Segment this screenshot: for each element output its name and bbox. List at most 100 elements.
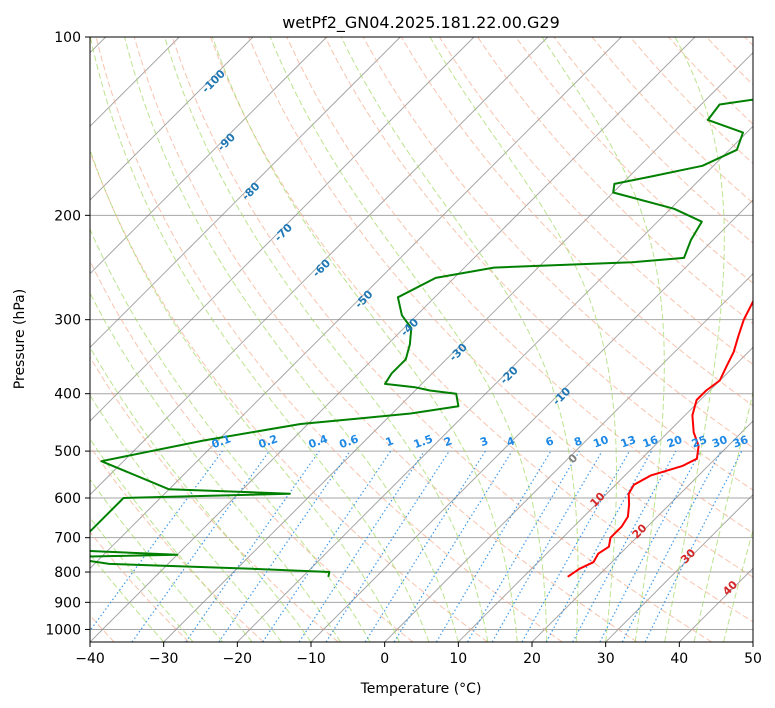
x-tick-label: 30 (597, 651, 615, 667)
moist-adiabat-line (90, 478, 223, 642)
moist-adiabat-line (340, 37, 579, 642)
x-tick-label: 50 (744, 651, 762, 667)
x-tick-label: 40 (670, 651, 688, 667)
isotherm-line (310, 199, 753, 642)
moist-adiabat-line (90, 394, 282, 642)
mixing-ratio-line (521, 450, 631, 642)
mixing-ratio-label: 8 (572, 434, 584, 449)
y-tick-label: 800 (54, 565, 81, 581)
x-tick-label: 10 (449, 651, 467, 667)
dry-adiabat-line (515, 37, 753, 284)
isotherm-line (90, 37, 401, 349)
moist-adiabat-line (429, 37, 617, 642)
mixing-ratio-line (325, 450, 450, 642)
y-tick-label: 600 (54, 491, 81, 507)
mixing-ratio-line (131, 450, 270, 642)
mixing-ratio-label: 1 (384, 434, 396, 449)
mixing-ratio-line (218, 450, 351, 642)
isotherm-line (457, 346, 753, 642)
moist-adiabat-line (90, 516, 194, 642)
dewpoint-profile-line (90, 98, 753, 578)
isotherm-line (384, 272, 753, 642)
x-tick-label: 0 (380, 651, 389, 667)
mixing-ratio-line (572, 450, 677, 642)
dry-adiabat-line (90, 150, 488, 642)
dry-adiabat-line (210, 37, 753, 623)
isotherm-line (90, 37, 622, 570)
x-axis-title: Temperature (°C) (360, 681, 482, 697)
x-tick-label: −20 (223, 651, 253, 667)
mixing-ratio-label: 10 (591, 433, 610, 451)
reference-lines (90, 37, 753, 642)
moist-adiabat-line (90, 346, 312, 642)
moist-adiabat-line (211, 37, 518, 642)
mixing-ratio-label: 20 (665, 433, 684, 451)
mixing-ratio-label: 0.4 (307, 432, 330, 451)
mixing-ratio-label: 0.1 (210, 432, 233, 451)
dry-adiabat-line (90, 259, 414, 642)
dry-adiabat-line (286, 37, 753, 534)
mixing-ratio-label: 13 (619, 433, 638, 450)
dry-adiabat-line (133, 37, 638, 642)
y-axis-title: Pressure (hPa) (12, 289, 28, 389)
mixing-ratio-label: 2 (442, 434, 454, 449)
moist-adiabat-line (124, 37, 459, 642)
y-tick-label: 100 (54, 30, 81, 46)
isotherm-line (236, 125, 753, 642)
mixing-ratio-label: 30 (710, 433, 729, 451)
isotherm-line (678, 567, 753, 642)
y-axis: 100 200 300 400 500 600 700 800 900 1000 (45, 30, 90, 638)
x-tick-label: −10 (296, 651, 326, 667)
moist-adiabat-line (90, 438, 253, 642)
dry-adiabat-line (171, 37, 712, 642)
mixing-ratio-label: 0.6 (338, 432, 361, 451)
profile-series (90, 98, 753, 578)
mixing-ratio-label: 25 (690, 433, 709, 450)
plot-frame (89, 36, 754, 643)
mixing-ratio-line (644, 450, 743, 642)
mixing-ratio-line (393, 450, 513, 642)
dry-adiabat-line (90, 445, 264, 642)
mixing-ratio-line (185, 450, 320, 642)
temperature-profile-line (567, 299, 753, 578)
mixing-ratio-line (262, 450, 392, 642)
mixing-ratio-line (298, 450, 425, 642)
y-tick-label: 300 (54, 313, 81, 329)
chart-title: wetPf2_GN04.2025.181.22.00.G29 (282, 13, 560, 33)
moist-adiabat-line (90, 148, 400, 642)
isotherm-line (531, 420, 753, 642)
dry-adiabat-line (90, 531, 190, 642)
mixing-ratio-label: 36 (731, 433, 750, 451)
moist-adiabat-line (664, 37, 725, 642)
moist-adiabat-line (90, 553, 165, 642)
plot-area (90, 37, 753, 642)
isotherm-line (163, 51, 753, 642)
mixing-ratio-label: 6 (544, 434, 556, 449)
dry-adiabat-line (95, 37, 563, 642)
moist-adiabat-line (90, 37, 430, 642)
moist-adiabat-line (164, 37, 489, 642)
moist-adiabat-line (90, 228, 371, 642)
dry-adiabat-line (248, 37, 753, 578)
x-tick-label: −40 (75, 651, 105, 667)
mixing-ratio-label: 4 (505, 434, 517, 449)
dry-adiabat-line (90, 356, 339, 642)
isotherm-line (90, 37, 549, 496)
y-tick-label: 200 (54, 208, 81, 224)
mixing-ratio-label: 3 (478, 434, 490, 449)
x-axis: −40 −30 −20 −10 0 10 20 30 40 50 (75, 642, 762, 667)
y-tick-label: 1000 (45, 622, 81, 638)
x-tick-label: −30 (149, 651, 179, 667)
y-tick-label: 900 (54, 595, 81, 611)
isotherm-line (90, 37, 475, 422)
mixing-ratio-label: 16 (641, 433, 660, 451)
y-tick-label: 700 (54, 531, 81, 547)
x-tick-label: 20 (523, 651, 541, 667)
mixing-ratio-label: 1.5 (412, 432, 435, 451)
y-tick-label: 500 (54, 444, 81, 460)
y-tick-label: 400 (54, 387, 81, 403)
dry-adiabat-line (400, 37, 753, 407)
mixing-ratio-label: 0.2 (257, 432, 280, 451)
